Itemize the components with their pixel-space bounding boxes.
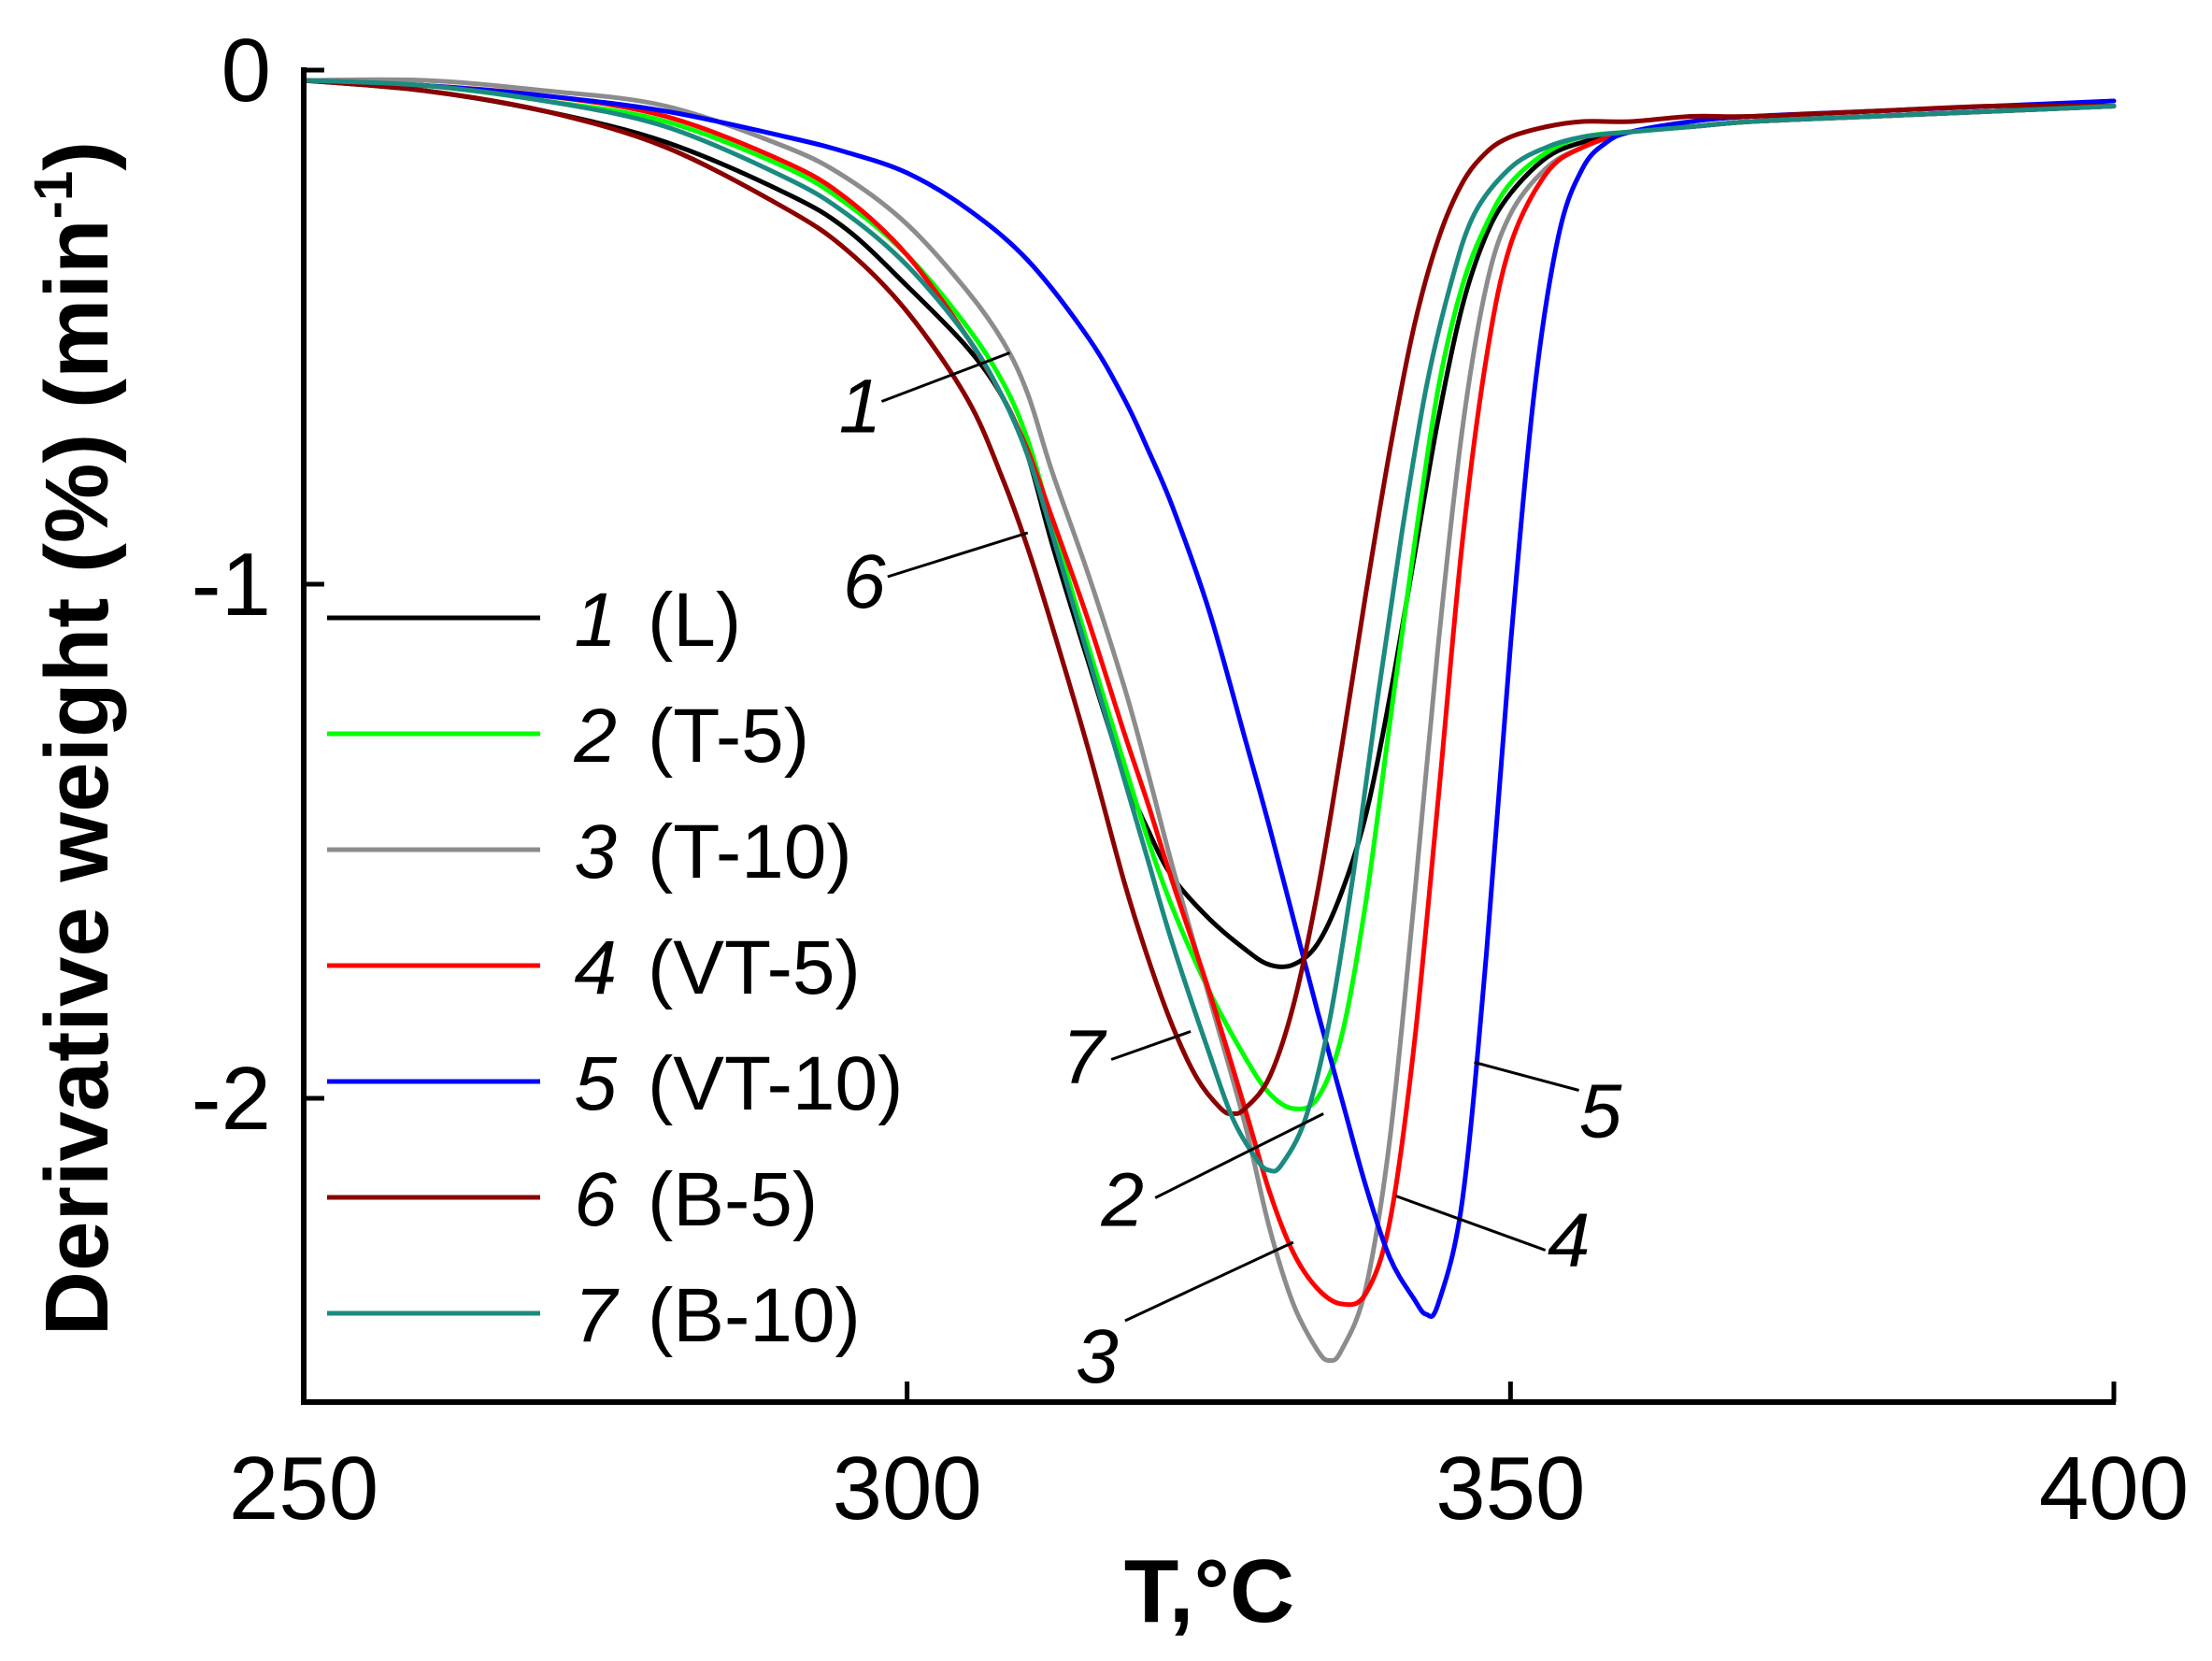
y-tick-label: -1 (192, 535, 271, 635)
y-tick-label: -2 (192, 1049, 271, 1149)
series-line-1 (301, 78, 2117, 969)
curve-label-7: 7 (1062, 1015, 1107, 1100)
curve-label-6: 6 (843, 539, 886, 624)
legend-number-3: 3 (574, 809, 617, 895)
y-axis-title-superscript: -1 (23, 171, 84, 220)
curve-label-2: 2 (1100, 1158, 1144, 1243)
curve-label-leader-7 (1110, 1030, 1192, 1061)
curve-label-leader-2 (1154, 1112, 1324, 1199)
legend-label-7: (B-10) (648, 1273, 861, 1358)
legend-number-4: 4 (574, 925, 617, 1010)
legend-label-5: (VT-10) (648, 1041, 903, 1126)
legend-label-3: (T-10) (648, 809, 852, 895)
legend-label-6: (B-5) (648, 1157, 818, 1242)
curve-label-4: 4 (1548, 1198, 1591, 1283)
curve-label-leader-1 (880, 351, 1010, 403)
x-tick-label: 250 (229, 1439, 378, 1539)
legend-number-5: 5 (574, 1041, 617, 1126)
x-tick-label: 300 (833, 1439, 982, 1539)
series-line-6 (301, 78, 2117, 1117)
x-axis-title: T,°C (1124, 1541, 1294, 1641)
curves-layer (301, 77, 2117, 1364)
curve-label-1: 1 (839, 365, 882, 450)
curve-label-leader-6 (887, 531, 1029, 579)
y-ticks: 0 -1 -2 (192, 21, 324, 1149)
legend-number-6: 6 (574, 1157, 617, 1242)
legend-number-2: 2 (573, 694, 617, 779)
curve-label-leader-3 (1124, 1240, 1294, 1323)
y-tick-label: 0 (221, 21, 271, 121)
legend-number-7: 7 (574, 1273, 620, 1358)
series-line-5 (301, 78, 2117, 1319)
legend: 1 (L) 2 (T-5) 3 (T-10) 4 (VT-5) 5 (VT-10) 6 (B-5) 7 (… (327, 578, 903, 1358)
curve-labels-layer: 1 6 7 2 3 4 5 (839, 365, 1622, 1400)
curve-label-leader-4 (1395, 1195, 1547, 1252)
series-line-7 (301, 78, 2117, 1174)
y-axis-title: Derivative weight (%) (min-1) (23, 141, 127, 1336)
y-axis-title-main: Derivative weight (%) (min (27, 219, 127, 1336)
x-tick-label: 350 (1435, 1439, 1585, 1539)
legend-number-1: 1 (574, 578, 617, 663)
series-line-4 (301, 78, 2117, 1308)
curve-label-5: 5 (1579, 1069, 1622, 1154)
legend-label-2: (T-5) (648, 694, 809, 779)
curve-label-leaders (880, 351, 1579, 1323)
legend-label-1: (L) (648, 578, 741, 663)
legend-label-4: (VT-5) (648, 925, 861, 1010)
curve-label-leader-5 (1474, 1061, 1579, 1092)
x-tick-label: 400 (2039, 1439, 2189, 1539)
y-axis-title-suffix: ) (27, 141, 127, 171)
x-ticks: 250 300 350 400 (229, 1382, 2189, 1539)
curve-label-3: 3 (1076, 1314, 1119, 1399)
